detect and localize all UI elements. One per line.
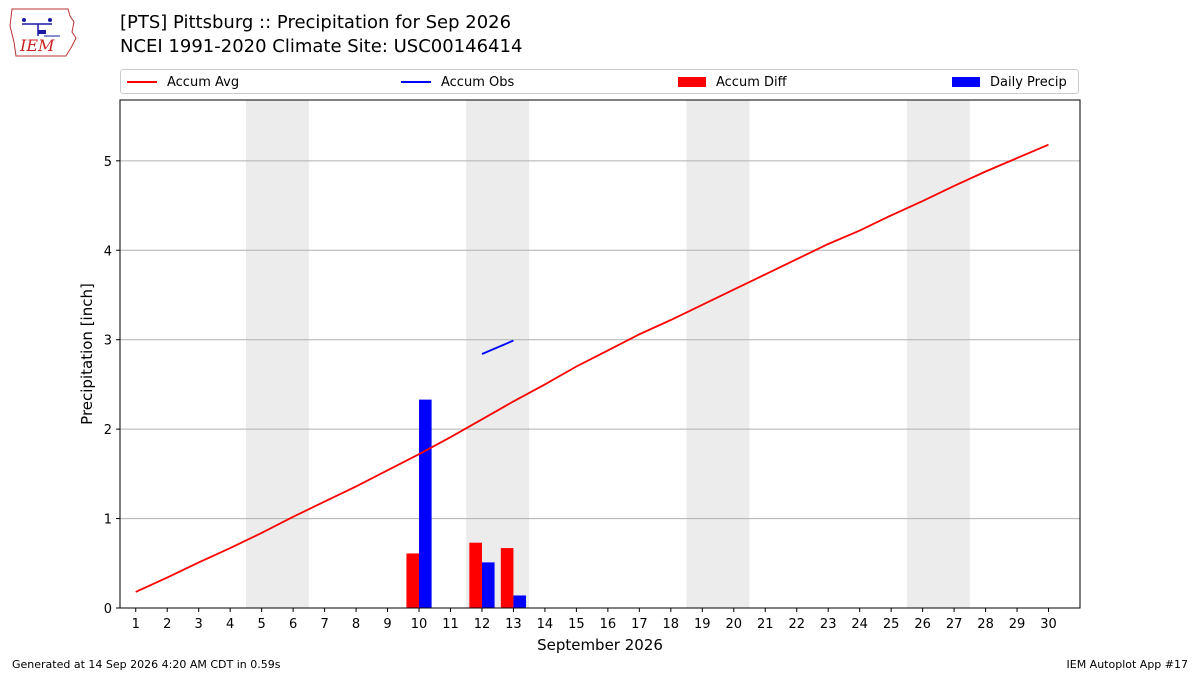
x-tick-label: 27: [946, 617, 963, 632]
y-axis-label: Precipitation [inch]: [78, 283, 96, 425]
y-tick-label: 2: [104, 423, 112, 438]
bar-accum-diff: [406, 553, 420, 608]
line-accum-obs: [481, 339, 514, 355]
x-tick-label: 16: [600, 617, 617, 632]
y-tick-label: 1: [104, 513, 112, 528]
x-tick-label: 13: [505, 617, 522, 632]
legend-item-accum-obs: Accum Obs: [401, 73, 514, 91]
x-tick-label: 5: [257, 617, 265, 632]
bar-daily-precip: [513, 595, 527, 608]
weekend-band: [686, 100, 750, 608]
x-tick-label: 11: [442, 617, 459, 632]
x-tick-label: 10: [411, 617, 428, 632]
y-tick-label: 4: [104, 244, 112, 259]
svg-text:IEM: IEM: [19, 36, 55, 55]
bar-daily-precip: [419, 399, 432, 608]
generated-timestamp: Generated at 14 Sep 2026 4:20 AM CDT in …: [12, 658, 281, 671]
y-tick-label: 0: [104, 602, 112, 617]
y-tick-label: 3: [104, 334, 112, 349]
weekend-band: [245, 100, 309, 608]
y-tick-label: 5: [104, 155, 112, 170]
legend-item-accum-avg: Accum Avg: [127, 73, 239, 91]
bar-daily-precip: [481, 562, 495, 608]
x-tick-label: 23: [820, 617, 837, 632]
x-tick-label: 7: [320, 617, 328, 632]
x-tick-label: 2: [163, 617, 171, 632]
x-tick-label: 28: [977, 617, 994, 632]
x-tick-label: 21: [757, 617, 774, 632]
x-tick-label: 8: [352, 617, 360, 632]
x-tick-label: 14: [537, 617, 554, 632]
x-tick-label: 30: [1040, 617, 1057, 632]
x-tick-label: 19: [694, 617, 711, 632]
x-tick-label: 17: [631, 617, 648, 632]
line-accum-avg: [135, 143, 1049, 593]
chart-legend: Accum Avg Accum Obs Accum Diff Daily Pre…: [120, 69, 1079, 94]
x-tick-label: 3: [195, 617, 203, 632]
app-credit: IEM Autoplot App #17: [1066, 658, 1189, 671]
legend-item-accum-diff: Accum Diff: [678, 73, 787, 91]
legend-label: Accum Obs: [441, 74, 515, 90]
legend-swatch: [678, 77, 706, 87]
legend-label: Accum Diff: [716, 74, 787, 90]
x-tick-label: 15: [568, 617, 585, 632]
x-tick-label: 22: [788, 617, 805, 632]
x-tick-label: 24: [851, 617, 868, 632]
chart-title: [PTS] Pittsburg :: Precipitation for Sep…: [120, 12, 512, 33]
x-tick-label: 25: [883, 617, 900, 632]
legend-swatch: [127, 81, 157, 83]
weekend-band: [466, 100, 530, 608]
x-tick-label: 18: [663, 617, 680, 632]
chart-subtitle: NCEI 1991-2020 Climate Site: USC00146414: [120, 36, 523, 57]
x-tick-label: 20: [725, 617, 742, 632]
plot-frame: [119, 99, 1081, 609]
weekend-band: [906, 100, 970, 608]
bar-accum-diff: [500, 548, 514, 608]
x-axis-label: September 2026: [537, 636, 663, 654]
x-tick-label: 29: [1009, 617, 1026, 632]
iem-logo: IEM: [9, 8, 77, 57]
x-tick-label: 4: [226, 617, 234, 632]
x-tick-label: 9: [383, 617, 391, 632]
legend-label: Accum Avg: [167, 74, 240, 90]
x-tick-label: 12: [474, 617, 491, 632]
legend-swatch: [401, 81, 431, 83]
x-tick-label: 6: [289, 617, 297, 632]
bar-accum-diff: [469, 542, 482, 608]
legend-item-daily-precip: Daily Precip: [952, 73, 1067, 91]
x-tick-label: 26: [914, 617, 931, 632]
legend-swatch: [952, 77, 980, 87]
legend-label: Daily Precip: [990, 74, 1067, 90]
x-tick-label: 1: [132, 617, 140, 632]
